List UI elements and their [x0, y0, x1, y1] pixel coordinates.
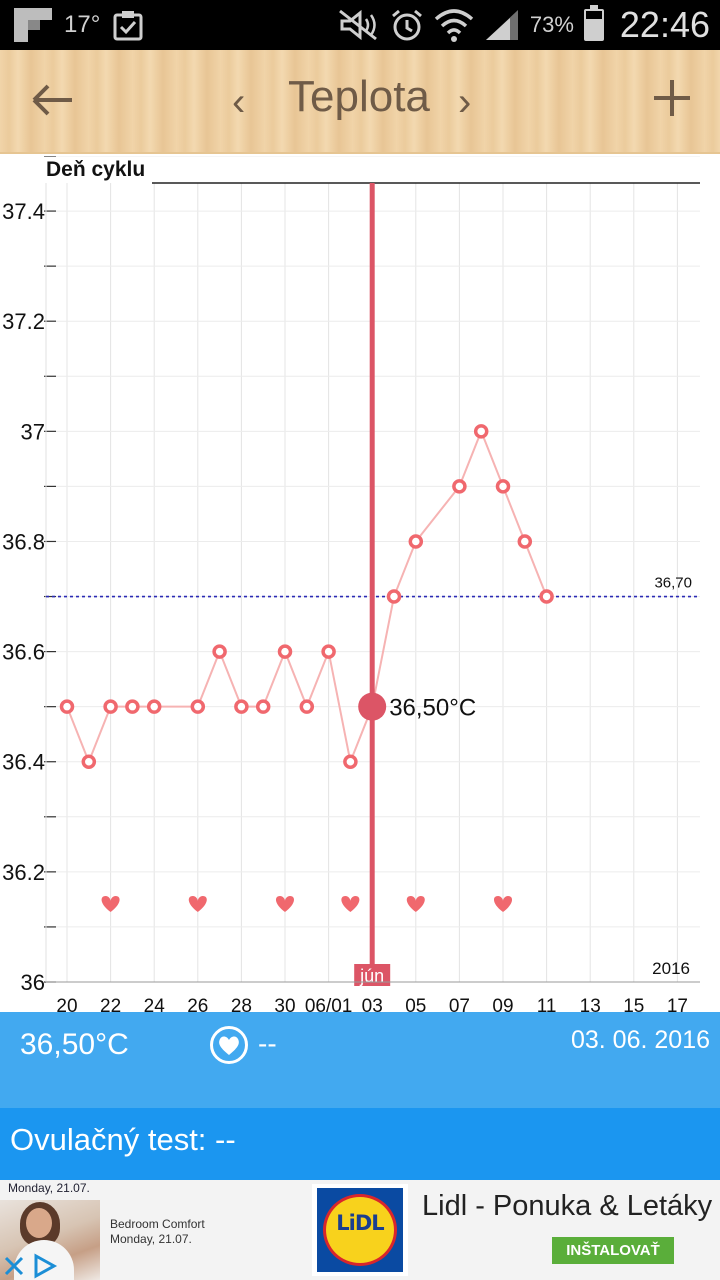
- data-point: [408, 534, 424, 549]
- heart-icon: [188, 896, 207, 912]
- info-date: 03. 06. 2016: [570, 1026, 710, 1054]
- heart-icon: [341, 896, 360, 912]
- x-tick-label: 22: [100, 996, 121, 1012]
- data-point: [299, 699, 315, 714]
- data-point: [190, 699, 206, 714]
- heart-icon: [275, 896, 295, 912]
- ovulation-test-panel[interactable]: Ovulačný test: --: [0, 1108, 720, 1180]
- month-tag-label: jún: [359, 966, 384, 986]
- data-point: [234, 699, 249, 714]
- heart-value: --: [258, 1028, 277, 1059]
- ovulation-test-text: Ovulačný test: --: [10, 1122, 236, 1157]
- y-tick-label: 36.4: [2, 750, 45, 775]
- ad-title: Bedroom Comfort: [110, 1217, 205, 1231]
- lidl-logo[interactable]: LiDL: [312, 1184, 408, 1276]
- selected-point-label: 36,50°C: [389, 695, 476, 722]
- y-tick-label: 37.2: [2, 309, 45, 334]
- y-tick-label: 37: [21, 419, 45, 444]
- data-point: [81, 754, 97, 769]
- data-point: [495, 479, 511, 494]
- x-tick-label: 30: [274, 996, 295, 1012]
- x-tick-label: 09: [492, 996, 513, 1012]
- y-axis: 36 36.2 36.4 36.6 36.8 37 37.2 37.4: [2, 156, 56, 995]
- battery-icon: [583, 5, 604, 41]
- y-tick-label: 36.2: [2, 860, 45, 885]
- clipboard-check-icon: [113, 11, 143, 41]
- y-tick-label: 37.4: [2, 199, 45, 224]
- x-tick-label: 24: [144, 996, 166, 1012]
- data-point: [539, 589, 554, 604]
- battery-percent: 73%: [529, 12, 574, 37]
- heart-markers: [101, 896, 513, 912]
- app-bar: ‹ Teplota ›: [0, 50, 720, 154]
- selected-point: [358, 692, 387, 721]
- info-temperature: 36,50°C: [20, 1028, 129, 1061]
- ad-small-date: Monday, 21.07.: [8, 1181, 90, 1195]
- x-tick-label: 15: [623, 996, 644, 1012]
- x-tick-label: 26: [187, 996, 208, 1012]
- month-tag: [354, 964, 391, 986]
- ad-banner[interactable]: Monday, 21.07. Bedroom Comfort Monday, 2…: [0, 1180, 720, 1280]
- app-notification-icon: [14, 8, 52, 42]
- data-point: [452, 479, 467, 494]
- ad-choices-icon[interactable]: [0, 1250, 60, 1280]
- data-point: [343, 754, 358, 769]
- previous-button[interactable]: ‹: [232, 80, 246, 124]
- heart-circle-icon: [210, 1026, 248, 1064]
- heart-icon: [493, 896, 513, 912]
- x-tick-label: 20: [56, 996, 77, 1012]
- wifi-icon: [434, 9, 474, 42]
- next-button[interactable]: ›: [458, 80, 472, 124]
- mute-icon: [338, 9, 377, 41]
- x-tick-label: 28: [231, 996, 252, 1012]
- data-point: [212, 644, 227, 659]
- status-temperature: 17°: [64, 11, 101, 38]
- data-point: [59, 699, 75, 714]
- x-tick-label: 17: [667, 996, 688, 1012]
- x-tick-label: 06/01: [305, 996, 353, 1012]
- data-point: [321, 644, 336, 659]
- data-point: [255, 699, 271, 714]
- add-icon[interactable]: [650, 76, 694, 120]
- chart-canvas[interactable]: 36 36.2 36.4 36.6 36.8 37 37.2 37.4 36,70 jún 3…: [0, 156, 720, 1012]
- data-point: [103, 699, 118, 714]
- x-tick-label: 11: [537, 996, 557, 1012]
- y-tick-label: 36: [21, 970, 45, 995]
- status-time: 22:46: [619, 4, 710, 45]
- data-point: [386, 589, 402, 604]
- threshold-label: 36,70: [654, 575, 692, 592]
- status-bar-left: 17°: [14, 8, 144, 42]
- cell-signal-icon: [485, 10, 518, 40]
- alarm-icon: [391, 9, 422, 41]
- heart-icon: [101, 896, 120, 912]
- status-bar: 17° 73% 22:46: [0, 0, 720, 50]
- x-tick-label: 03: [362, 996, 383, 1012]
- y-tick-label: 36.8: [2, 529, 45, 554]
- ad-subtitle: Monday, 21.07.: [110, 1232, 192, 1246]
- selection-marker: jún: [354, 183, 391, 986]
- status-bar-right: 73% 22:46: [338, 4, 710, 46]
- ad-app-name[interactable]: Lidl - Ponuka & Letáky: [422, 1190, 713, 1222]
- data-point: [146, 699, 162, 714]
- x-tick-label: 13: [580, 996, 601, 1012]
- info-panel[interactable]: 36,50°C -- 03. 06. 2016: [0, 1012, 720, 1108]
- install-button[interactable]: INŠTALOVAŤ: [552, 1237, 674, 1264]
- page-title: Teplota: [288, 72, 430, 121]
- y-tick-label: 36.6: [2, 640, 45, 665]
- x-tick-label: 05: [405, 996, 426, 1012]
- x-axis: 20 22 24 26 28 30 06/01 03 05 07 09 11 13 15 17: [46, 981, 700, 1012]
- temperature-chart[interactable]: Deň cyklu 36 36.2 36.4 36.6 36.8 37 37.2 37.4 3…: [0, 156, 720, 1012]
- data-point: [473, 424, 489, 439]
- data-points: 36,50°C: [59, 424, 554, 769]
- lidl-logo-text: LiDL: [336, 1211, 384, 1235]
- back-arrow-icon[interactable]: [28, 76, 76, 124]
- heart-icon: [406, 896, 425, 912]
- cycle-day-label: Deň cyklu: [46, 158, 146, 181]
- x-tick-label: 07: [449, 996, 470, 1012]
- year-label: 2016: [652, 959, 690, 978]
- data-point: [517, 534, 533, 549]
- data-point: [125, 699, 140, 714]
- data-point: [277, 644, 293, 659]
